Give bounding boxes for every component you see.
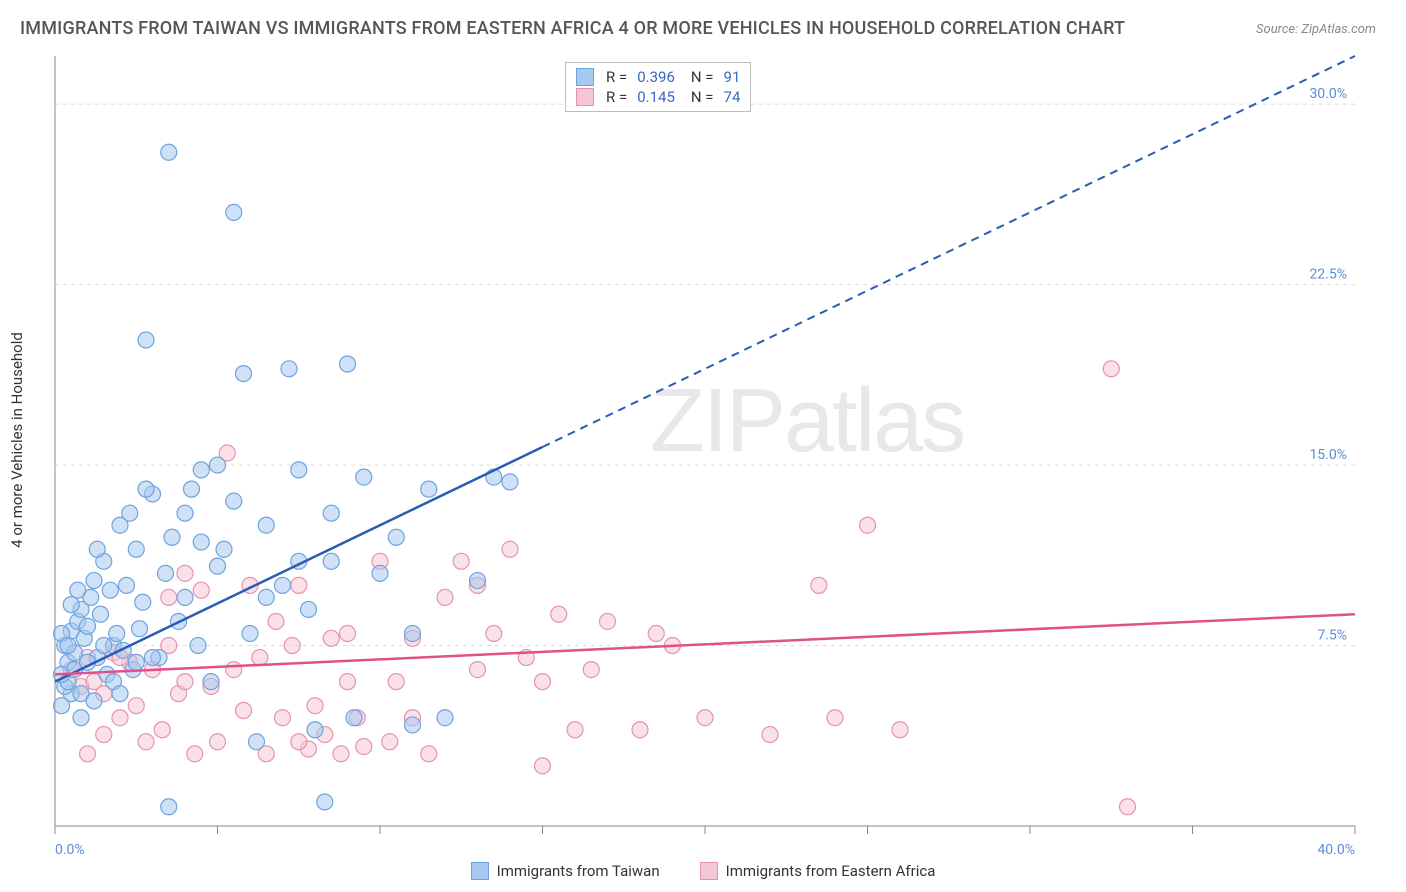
legend-stats: R = 0.396 N = 91 R = 0.145 N = 74	[565, 62, 751, 112]
svg-text:40.0%: 40.0%	[1317, 842, 1355, 858]
scatter-chart: 7.5% 15.0% 22.5% 30.0% 0.0% 40.0%	[0, 48, 1375, 886]
series2-swatch-icon	[576, 88, 594, 106]
svg-text:30.0%: 30.0%	[1309, 86, 1347, 102]
legend-stats-row-2: R = 0.145 N = 74	[576, 87, 740, 107]
legend-stats-row-1: R = 0.396 N = 91	[576, 67, 740, 87]
svg-text:22.5%: 22.5%	[1309, 267, 1347, 283]
svg-text:0.0%: 0.0%	[55, 842, 85, 858]
chart-title: IMMIGRANTS FROM TAIWAN VS IMMIGRANTS FRO…	[20, 18, 1125, 39]
source-label: Source: ZipAtlas.com	[1256, 22, 1376, 37]
svg-text:7.5%: 7.5%	[1317, 628, 1347, 644]
svg-text:15.0%: 15.0%	[1309, 447, 1347, 463]
series1-swatch-icon	[576, 68, 594, 86]
